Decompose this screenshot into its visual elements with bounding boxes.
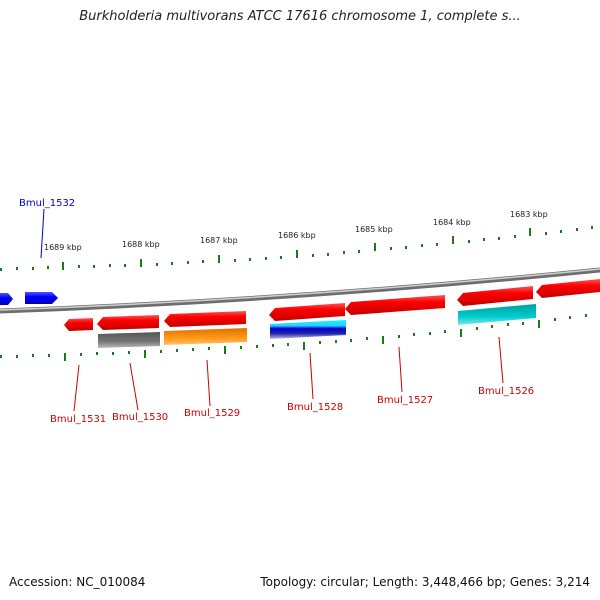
gene-label-bmul-1530[interactable]: Bmul_1530 [112,412,168,423]
leader-bmul-1526 [498,336,504,384]
tick-major [529,228,531,236]
leader-bmul-1531 [73,364,80,412]
tick-major [140,259,142,267]
gene-arrow-bmul-1526[interactable] [457,286,533,306]
gene-arrow-forward-partial[interactable] [0,293,13,305]
ruler-label-1685: 1685 kbp [355,225,393,234]
tick-major [296,250,298,258]
gene-arrow-bmul-1531[interactable] [64,318,93,331]
leader-bmul-1527 [398,346,403,393]
ruler-label-1688: 1688 kbp [122,240,160,249]
tick-major [460,329,462,337]
label-leaders [40,208,504,412]
gene-arrow-bmul-1527[interactable] [345,295,445,315]
tick-major [62,262,64,270]
tick-major [144,350,146,358]
chromosome-backbone [0,267,600,314]
gene-arrow-bmul-1530[interactable] [97,315,159,330]
ruler-label-1686: 1686 kbp [278,231,316,240]
ruler-label-1687: 1687 kbp [200,236,238,245]
gene-arrow-bmul-1529[interactable] [164,311,246,327]
leader-bmul-1529 [206,359,211,407]
tick-major [382,336,384,344]
gene-label-bmul-1527[interactable]: Bmul_1527 [377,395,433,406]
ruler-label-1684: 1684 kbp [433,218,471,227]
gene-label-bmul-1526[interactable]: Bmul_1526 [478,386,534,397]
map-title: Burkholderia multivorans ATCC 17616 chro… [79,9,521,24]
upper-tick-ruler [0,226,593,271]
gene-arrow-bmul-1528[interactable] [269,303,345,321]
feature-block-bmul-1530[interactable] [98,332,160,348]
tick-major [538,320,540,328]
feature-block-bmul-1529[interactable] [164,328,247,345]
feature-block-bmul-1528[interactable] [270,320,346,339]
ruler-label-1683: 1683 kbp [510,210,548,219]
leader-bmul-1530 [129,362,139,411]
gene-label-bmul-1529[interactable]: Bmul_1529 [184,408,240,419]
tick-major [374,243,376,251]
lower-tick-ruler [0,314,587,361]
gene-arrow-reverse-partial[interactable] [536,279,600,298]
tick-major [224,346,226,354]
tick-major [303,342,305,350]
tick-major [218,255,220,263]
chromosome-backbone-highlight [0,268,600,311]
gene-label-bmul-1528[interactable]: Bmul_1528 [287,402,343,413]
tick-major [452,236,454,244]
gene-label-bmul-1531[interactable]: Bmul_1531 [50,414,106,425]
accession-label: Accession: NC_010084 [9,575,146,589]
leader-bmul-1528 [309,352,314,400]
tick-major [64,353,66,361]
ruler-label-1689: 1689 kbp [44,243,82,252]
leader-bmul-1532 [40,208,45,259]
gene-label-bmul-1532[interactable]: Bmul_1532 [19,198,75,209]
feature-block-bmul-1526[interactable] [458,304,536,325]
genome-summary: Topology: circular; Length: 3,448,466 bp… [260,575,590,589]
gene-arrow-bmul-1532[interactable] [25,292,58,304]
